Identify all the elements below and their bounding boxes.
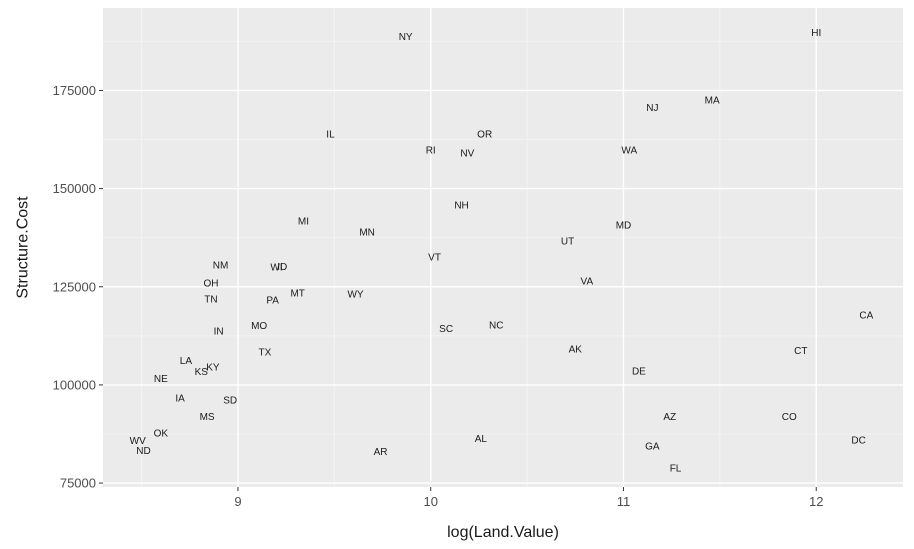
point-label-mn: MN [359,228,375,239]
y-tick-label: 175000 [53,83,96,98]
point-label-il: IL [326,130,335,141]
point-label-ny: NY [399,32,413,43]
point-label-wi: WI [270,263,282,274]
point-label-wa: WA [621,146,637,157]
point-label-oh: OH [203,278,218,289]
point-label-mi: MI [298,217,309,228]
x-axis: 9 10 11 12 [234,487,823,509]
point-label-ma: MA [705,95,720,106]
point-label-nh: NH [454,201,468,212]
x-tick-label: 10 [423,494,437,509]
point-label-ak: AK [569,345,583,356]
x-tick-label: 12 [809,494,823,509]
point-label-pa: PA [266,296,279,307]
point-label-sc: SC [439,324,453,335]
point-label-fl: FL [670,464,682,475]
point-label-ut: UT [561,237,574,248]
y-tick-label: 125000 [53,279,96,294]
minor-gridlines [103,8,903,487]
point-label-nm: NM [213,260,229,271]
point-label-de: DE [632,366,646,377]
point-label-co: CO [782,412,797,423]
point-label-nj: NJ [646,103,658,114]
point-label-ca: CA [859,311,873,322]
point-label-dc: DC [851,435,865,446]
point-label-nv: NV [460,148,474,159]
plot-panel [103,8,903,487]
point-label-nd: ND [136,446,150,457]
point-label-va: VA [581,276,594,287]
point-label-ia: IA [175,393,185,404]
point-label-wy: WY [347,290,363,301]
point-label-ok: OK [154,428,169,439]
point-label-or: OR [477,130,492,141]
point-label-wv: WV [130,436,146,447]
x-tick-label: 11 [617,494,631,509]
point-label-ms: MS [200,412,215,423]
x-axis-title: log(Land.Value) [447,524,559,541]
point-label-vt: VT [428,252,441,263]
point-label-ga: GA [645,442,660,453]
x-tick-label: 9 [234,494,241,509]
y-tick-label: 100000 [53,377,96,392]
point-label-mo: MO [251,321,267,332]
point-label-mt: MT [290,289,304,300]
point-label-ri: RI [426,146,436,157]
point-label-ar: AR [374,447,388,458]
point-label-ct: CT [794,346,807,357]
y-axis-title: Structure.Cost [15,196,32,299]
point-label-az: AZ [663,412,676,423]
point-label-ne: NE [154,374,168,385]
point-label-hi: HI [811,28,821,39]
point-label-tn: TN [204,294,217,305]
y-tick-label: 75000 [60,476,96,491]
major-gridlines [103,8,903,487]
point-label-sd: SD [223,395,237,406]
point-label-nc: NC [489,320,503,331]
y-axis: 75000 100000 125000 150000 175000 [53,83,103,491]
point-label-la: LA [180,356,193,367]
point-label-al: AL [475,434,488,445]
point-label-in: IN [214,327,224,338]
y-tick-label: 150000 [53,181,96,196]
point-label-ky: KY [206,362,220,373]
point-label-tx: TX [259,347,272,358]
point-label-id: ID [277,262,287,273]
point-label-ks: KS [195,367,209,378]
point-label-md: MD [616,221,632,232]
